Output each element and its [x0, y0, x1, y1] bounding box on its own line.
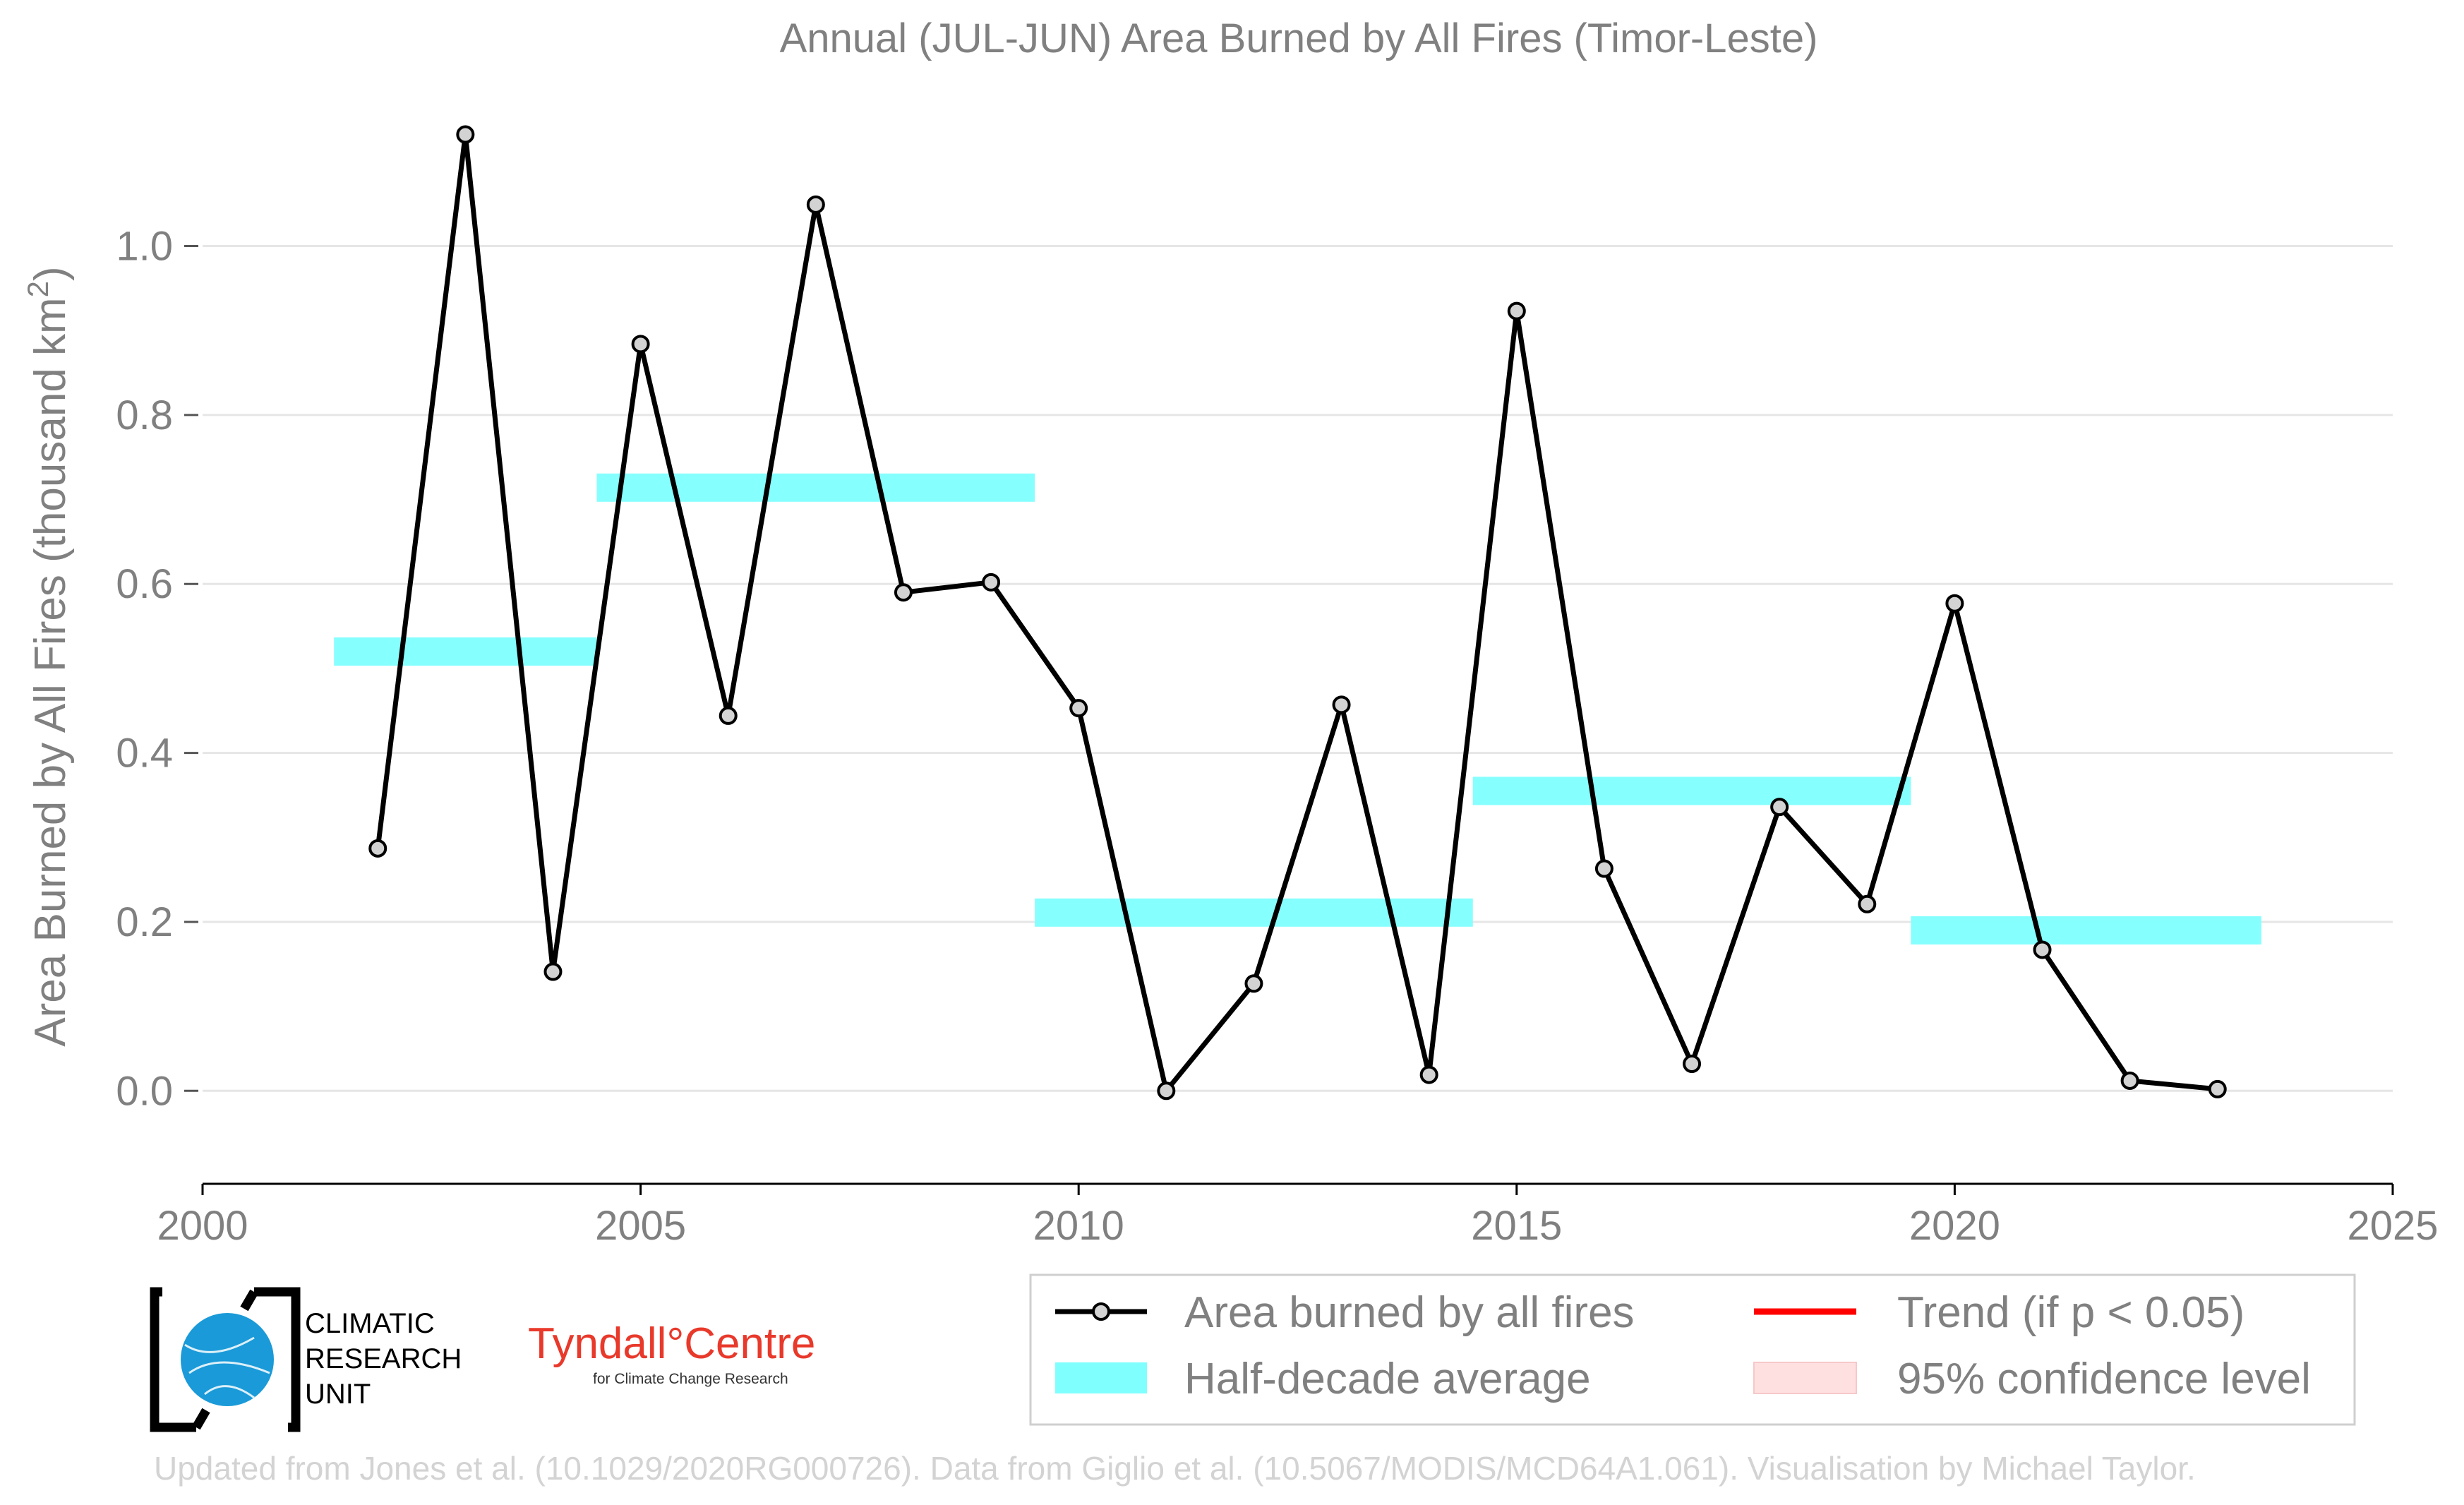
y-tick-label: 0.0: [116, 1068, 173, 1114]
x-tick-label: 2025: [2347, 1203, 2438, 1249]
cru-logo-line-3: UNIT: [305, 1379, 371, 1410]
half-decade-band: [1472, 777, 1911, 805]
data-point: [1945, 594, 1964, 613]
x-tick-label: 2000: [157, 1203, 248, 1249]
legend-label: Area burned by all fires: [1184, 1288, 1635, 1337]
y-tick-label: 1.0: [116, 224, 173, 270]
data-point: [368, 839, 387, 858]
tyndall-name: Tyndall°Centre: [528, 1319, 815, 1368]
y-axis-label: Area Burned by All Fires (thousand km2): [21, 266, 75, 1046]
half-decade-band: [596, 473, 1035, 502]
data-point: [1507, 301, 1526, 320]
half-decade-band: [1035, 898, 1473, 927]
series-line: [375, 132, 2218, 1093]
data-point: [1069, 699, 1088, 718]
data-point: [982, 572, 1001, 592]
x-axis: 2000 2005 2010 2015 2020 2025: [157, 1182, 2439, 1249]
chart-title: Annual (JUL-JUN) Area Burned by All Fire…: [780, 16, 1818, 61]
data-point: [806, 195, 825, 214]
globe-icon: [181, 1313, 274, 1406]
data-point: [1858, 894, 1877, 913]
data-point: [1683, 1055, 1702, 1074]
data-point: [1157, 1081, 1176, 1101]
y-axis-ticks: 0.0 0.2 0.4 0.6 0.8 1.0: [116, 224, 198, 1114]
cru-logo: CLIMATIC RESEARCH UNIT: [150, 1287, 462, 1432]
y-tick-label: 0.8: [116, 392, 173, 438]
cru-logo-line-2: RESEARCH: [305, 1343, 462, 1374]
half-decade-bands: [334, 473, 2261, 945]
data-point: [2033, 940, 2052, 959]
cru-logo-line-1: CLIMATIC: [305, 1308, 435, 1339]
y-tick-label: 0.4: [116, 731, 173, 777]
x-tick-label: 2015: [1471, 1203, 1562, 1249]
data-point: [456, 125, 475, 144]
data-point: [1244, 974, 1263, 993]
legend-marker: [1092, 1302, 1110, 1321]
x-tick-label: 2005: [595, 1203, 686, 1249]
tyndall-subtitle: for Climate Change Research: [593, 1371, 788, 1387]
legend-swatch: [1753, 1362, 1857, 1394]
y-tick-label: 0.6: [116, 561, 173, 607]
data-point: [1332, 695, 1351, 714]
legend-label: Half-decade average: [1184, 1355, 1591, 1403]
grid-lines: [203, 245, 2393, 1092]
x-tick-label: 2010: [1033, 1203, 1124, 1249]
data-point: [2120, 1071, 2139, 1090]
legend-entry: Area burned by all fires: [1055, 1288, 1635, 1337]
legend-entry: 95% confidence level: [1753, 1355, 2311, 1403]
x-tick-label: 2020: [1909, 1203, 2000, 1249]
data-point: [894, 583, 913, 602]
legend: Area burned by all fires Trend (if p < 0.…: [1029, 1273, 2356, 1426]
data-point: [1419, 1065, 1438, 1084]
half-decade-band: [334, 637, 597, 666]
data-point: [543, 962, 563, 981]
data-point: [1770, 798, 1789, 817]
tyndall-logo: Tyndall°Centre for Climate Change Resear…: [528, 1319, 815, 1387]
legend-entry: Trend (if p < 0.05): [1754, 1288, 2244, 1337]
legend-label: Trend (if p < 0.05): [1897, 1288, 2244, 1337]
half-decade-band: [1911, 916, 2261, 945]
legend-swatch: [1055, 1362, 1147, 1393]
data-point: [631, 335, 650, 354]
legend-frame: [1029, 1273, 2356, 1426]
legend-label: 95% confidence level: [1897, 1355, 2311, 1403]
credit-text: Updated from Jones et al. (10.1029/2020R…: [154, 1450, 2196, 1487]
legend-entry: Half-decade average: [1055, 1355, 1591, 1403]
data-point: [1594, 859, 1613, 878]
y-tick-label: 0.2: [116, 899, 173, 945]
series-group: [368, 125, 2227, 1101]
data-point: [719, 706, 738, 725]
data-point: [2208, 1079, 2227, 1098]
